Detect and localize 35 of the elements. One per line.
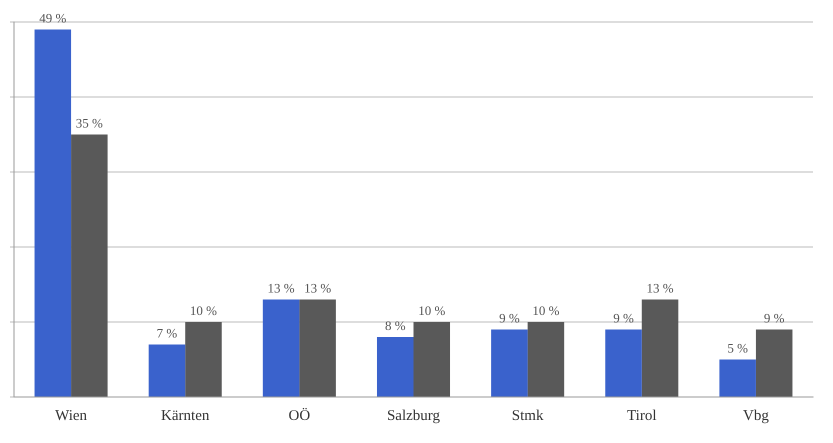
bar: [414, 322, 450, 396]
data-label: 49 %: [39, 10, 67, 26]
data-label: 13 %: [268, 280, 295, 296]
bar: [605, 330, 642, 396]
data-label: 8 %: [384, 318, 406, 333]
data-label: 7 %: [156, 325, 178, 340]
data-label: 35 %: [76, 115, 104, 130]
data-label: 13 %: [304, 280, 332, 296]
bar: [34, 30, 72, 396]
x-tick-label: OÖ: [288, 406, 310, 424]
bar: [185, 322, 222, 396]
x-tick-label: Wien: [55, 408, 88, 424]
data-label: 9 %: [613, 310, 634, 326]
bar: [299, 300, 336, 396]
bar: [491, 330, 528, 396]
x-tick-label: Vbg: [743, 408, 770, 424]
bar: [642, 300, 678, 396]
x-tick-label: Tirol: [627, 408, 657, 424]
bar: [262, 300, 300, 396]
data-label: 10 %: [418, 302, 446, 318]
bar: [756, 330, 792, 396]
data-label: 9 %: [499, 310, 520, 326]
x-tick-label: Salzburg: [386, 408, 441, 424]
x-tick-label: Stmk: [512, 408, 544, 424]
data-label: 10 %: [190, 302, 218, 318]
data-label: 10 %: [532, 302, 560, 318]
data-label: 9 %: [764, 310, 785, 326]
data-label: 5 %: [727, 340, 748, 356]
x-tick-label: Kärnten: [161, 408, 210, 424]
bar: [719, 360, 756, 396]
bar: [376, 337, 414, 396]
data-label: 13 %: [646, 280, 674, 296]
bar: [148, 344, 186, 396]
bar: [71, 134, 108, 396]
bar: [528, 322, 564, 396]
